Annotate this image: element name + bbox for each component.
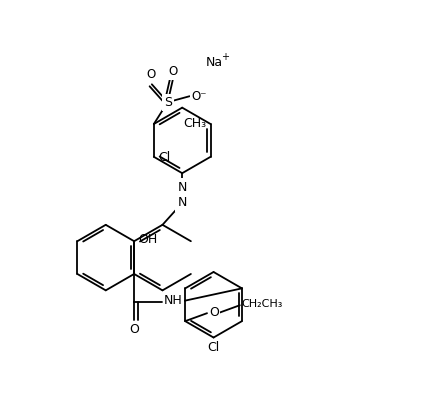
Text: +: + bbox=[222, 53, 229, 62]
Text: O: O bbox=[168, 65, 177, 78]
Text: Cl: Cl bbox=[208, 341, 220, 355]
Text: N: N bbox=[178, 181, 187, 193]
Text: O: O bbox=[129, 323, 139, 336]
Text: CH₃: CH₃ bbox=[184, 117, 207, 129]
Text: OH: OH bbox=[138, 233, 157, 246]
Text: O: O bbox=[146, 68, 155, 81]
Text: CH₂CH₃: CH₂CH₃ bbox=[242, 299, 283, 309]
Text: N: N bbox=[178, 197, 187, 209]
Text: Na: Na bbox=[206, 56, 222, 69]
Text: NH: NH bbox=[164, 294, 183, 307]
Text: S: S bbox=[164, 96, 172, 109]
Text: O: O bbox=[209, 306, 219, 319]
Text: Cl: Cl bbox=[158, 151, 170, 164]
Text: O⁻: O⁻ bbox=[192, 90, 207, 103]
